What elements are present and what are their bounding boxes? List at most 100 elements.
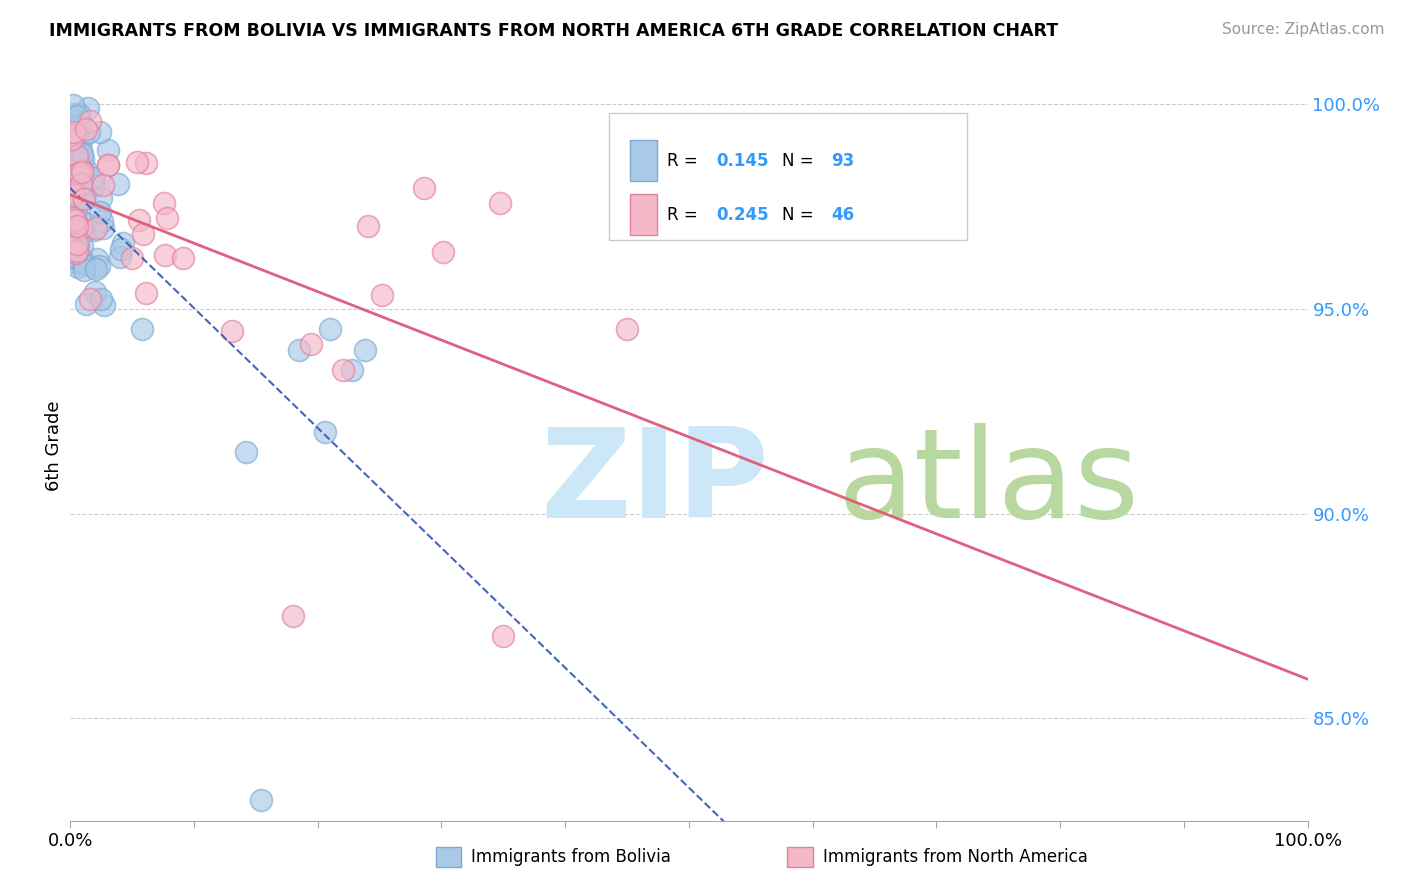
Point [91,214,114,228]
Point [112,236,135,251]
Text: Source: ZipAtlas.com: Source: ZipAtlas.com [1222,22,1385,37]
Point [62,112,84,126]
Point [128,213,150,227]
Point [314,425,336,439]
Point [83,285,105,299]
Point [66,239,89,253]
Point [281,608,304,623]
Point [97,158,120,172]
Point [83,170,105,185]
Point [70,163,93,178]
Point [319,322,342,336]
Point [131,227,153,241]
Point [63,164,86,178]
Point [97,158,120,172]
Point [66,174,89,188]
Point [75,162,97,177]
Point [90,292,112,306]
Point [66,153,89,167]
Point [492,629,515,643]
Point [75,297,97,311]
Point [87,259,110,273]
Point [62,202,84,217]
Point [353,343,375,357]
Point [90,191,112,205]
Point [59,127,82,141]
Point [59,251,82,265]
Point [70,220,93,235]
Point [91,178,114,193]
Point [127,155,149,169]
Point [73,255,96,269]
Point [83,223,105,237]
Point [65,233,87,247]
Point [60,132,83,146]
Point [63,255,86,269]
Point [62,192,84,206]
Point [65,245,87,260]
Point [356,219,378,234]
Point [73,263,96,277]
Point [62,133,84,147]
Point [69,177,91,191]
Point [60,234,83,248]
Point [65,233,87,247]
Text: 0.145: 0.145 [716,152,769,169]
Point [89,125,111,139]
Point [66,109,89,123]
Point [66,244,89,258]
Point [221,324,243,338]
Point [70,167,93,181]
Point [75,216,97,230]
Point [82,171,104,186]
Point [86,252,108,266]
Point [67,161,90,176]
Point [60,153,83,167]
Point [69,253,91,268]
Point [153,248,176,262]
Text: Immigrants from North America: Immigrants from North America [823,848,1087,866]
Point [62,188,84,202]
Point [66,120,89,135]
Point [63,213,86,227]
Point [86,221,108,235]
Point [66,149,89,163]
Point [73,192,96,206]
Point [70,165,93,179]
Point [153,196,176,211]
Point [59,172,82,186]
Point [63,188,86,202]
Point [66,128,89,142]
Point [65,185,87,199]
Point [70,146,93,161]
Point [62,185,84,199]
Point [63,125,86,139]
FancyBboxPatch shape [609,112,967,240]
Point [63,122,86,136]
Point [70,239,93,253]
Point [432,244,454,259]
Point [488,196,510,211]
Point [65,228,87,243]
Text: 0.245: 0.245 [716,206,769,224]
Y-axis label: 6th Grade: 6th Grade [45,401,63,491]
Point [108,250,131,264]
Point [62,106,84,120]
Point [59,206,82,220]
Point [70,191,93,205]
Point [93,221,115,235]
Point [66,260,89,274]
Point [79,293,101,307]
Text: atlas: atlas [838,423,1139,544]
Point [73,191,96,205]
Point [79,114,101,128]
Point [89,205,111,219]
Text: ZIP: ZIP [540,423,769,544]
Point [412,181,434,195]
Point [83,178,105,192]
Text: 93: 93 [831,152,855,169]
Point [616,322,638,336]
Point [299,337,322,351]
Point [332,363,354,377]
Point [83,260,105,274]
